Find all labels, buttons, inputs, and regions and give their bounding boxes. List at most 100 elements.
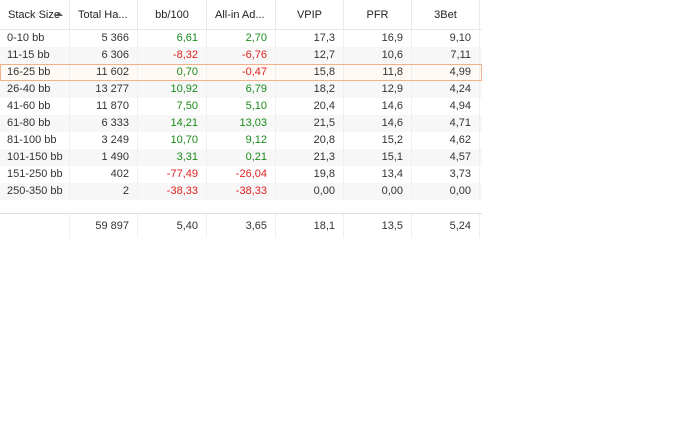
row-filler xyxy=(480,149,482,166)
bb100-cell: 0,70 xyxy=(138,64,207,81)
totals-separator xyxy=(0,200,482,214)
column-header-allin-adj[interactable]: All-in Ad... xyxy=(207,0,276,29)
total-hands-cell: 1 490 xyxy=(70,149,138,166)
pfr-cell: 13,4 xyxy=(344,166,412,183)
column-header-3bet[interactable]: 3Bet xyxy=(412,0,480,29)
stack-size-cell: 101-150 bb xyxy=(0,149,70,166)
allin-adj-cell: -6,76 xyxy=(207,47,276,64)
stack-size-cell: 81-100 bb xyxy=(0,132,70,149)
allin-adj-cell: 0,21 xyxy=(207,149,276,166)
column-header-label: Total Ha... xyxy=(78,8,128,21)
stack-size-cell: 11-15 bb xyxy=(0,47,70,64)
3bet-cell: 4,71 xyxy=(412,115,480,132)
vpip-cell: 20,8 xyxy=(276,132,344,149)
pfr-cell: 10,6 xyxy=(344,47,412,64)
total-hands-cell: 6 306 xyxy=(70,47,138,64)
pfr-cell: 14,6 xyxy=(344,98,412,115)
pfr-cell: 14,6 xyxy=(344,115,412,132)
3bet-cell: 4,99 xyxy=(412,64,480,81)
table-row[interactable]: 250-350 bb 2 -38,33 -38,33 0,00 0,00 0,00 xyxy=(0,183,482,200)
vpip-cell: 0,00 xyxy=(276,183,344,200)
table-row[interactable]: 26-40 bb 13 277 10,92 6,79 18,2 12,9 4,24 xyxy=(0,81,482,98)
column-header-label: PFR xyxy=(366,8,389,21)
totals-stack-cell xyxy=(0,214,70,238)
table-row[interactable]: 101-150 bb 1 490 3,31 0,21 21,3 15,1 4,57 xyxy=(0,149,482,166)
totals-allin-cell: 3,65 xyxy=(207,214,276,238)
vpip-cell: 18,2 xyxy=(276,81,344,98)
column-header-pfr[interactable]: PFR xyxy=(344,0,412,29)
column-header-label: VPIP xyxy=(296,8,323,21)
table-row[interactable]: 41-60 bb 11 870 7,50 5,10 20,4 14,6 4,94 xyxy=(0,98,482,115)
3bet-cell: 9,10 xyxy=(412,30,480,47)
bb100-cell: 14,21 xyxy=(138,115,207,132)
column-header-vpip[interactable]: VPIP xyxy=(276,0,344,29)
allin-adj-cell: 5,10 xyxy=(207,98,276,115)
totals-hands-cell: 59 897 xyxy=(70,214,138,238)
row-filler xyxy=(480,81,482,98)
stack-size-cell: 151-250 bb xyxy=(0,166,70,183)
allin-adj-cell: 13,03 xyxy=(207,115,276,132)
vpip-cell: 20,4 xyxy=(276,98,344,115)
table-row[interactable]: 11-15 bb 6 306 -8,32 -6,76 12,7 10,6 7,11 xyxy=(0,47,482,64)
row-filler xyxy=(480,30,482,47)
3bet-cell: 4,24 xyxy=(412,81,480,98)
column-header-filler xyxy=(480,0,482,29)
row-filler xyxy=(480,166,482,183)
total-hands-cell: 5 366 xyxy=(70,30,138,47)
table-row[interactable]: 16-25 bb 11 602 0,70 -0,47 15,8 11,8 4,99 xyxy=(0,64,482,81)
table-row[interactable]: 61-80 bb 6 333 14,21 13,03 21,5 14,6 4,71 xyxy=(0,115,482,132)
total-hands-cell: 2 xyxy=(70,183,138,200)
row-filler xyxy=(480,183,482,200)
bb100-cell: -77,49 xyxy=(138,166,207,183)
pfr-cell: 12,9 xyxy=(344,81,412,98)
3bet-cell: 4,57 xyxy=(412,149,480,166)
allin-adj-cell: -38,33 xyxy=(207,183,276,200)
column-header-row: Stack Size Total Ha... bb/100 All-in Ad.… xyxy=(0,0,482,30)
pfr-cell: 11,8 xyxy=(344,64,412,81)
vpip-cell: 17,3 xyxy=(276,30,344,47)
table-body: 0-10 bb 5 366 6,61 2,70 17,3 16,9 9,10 11-15 bb… xyxy=(0,30,482,200)
3bet-cell: 4,62 xyxy=(412,132,480,149)
total-hands-cell: 11 602 xyxy=(70,64,138,81)
total-hands-cell: 3 249 xyxy=(70,132,138,149)
stack-size-cell: 250-350 bb xyxy=(0,183,70,200)
allin-adj-cell: 6,79 xyxy=(207,81,276,98)
bb100-cell: -8,32 xyxy=(138,47,207,64)
vpip-cell: 12,7 xyxy=(276,47,344,64)
row-filler xyxy=(480,64,482,81)
column-header-label: 3Bet xyxy=(434,8,457,21)
column-header-bb100[interactable]: bb/100 xyxy=(138,0,207,29)
bb100-cell: -38,33 xyxy=(138,183,207,200)
vpip-cell: 21,5 xyxy=(276,115,344,132)
stats-grid: Stack Size Total Ha... bb/100 All-in Ad.… xyxy=(0,0,482,238)
3bet-cell: 7,11 xyxy=(412,47,480,64)
total-hands-cell: 11 870 xyxy=(70,98,138,115)
bb100-cell: 7,50 xyxy=(138,98,207,115)
stack-size-cell: 41-60 bb xyxy=(0,98,70,115)
column-header-label: Stack Size xyxy=(8,8,60,21)
vpip-cell: 19,8 xyxy=(276,166,344,183)
pfr-cell: 15,2 xyxy=(344,132,412,149)
bb100-cell: 6,61 xyxy=(138,30,207,47)
stack-size-cell: 0-10 bb xyxy=(0,30,70,47)
allin-adj-cell: -0,47 xyxy=(207,64,276,81)
bb100-cell: 10,92 xyxy=(138,81,207,98)
pfr-cell: 16,9 xyxy=(344,30,412,47)
total-hands-cell: 6 333 xyxy=(70,115,138,132)
totals-row: 59 897 5,40 3,65 18,1 13,5 5,24 xyxy=(0,214,482,238)
column-header-stack-size[interactable]: Stack Size xyxy=(0,0,70,29)
total-hands-cell: 13 277 xyxy=(70,81,138,98)
stack-size-cell: 61-80 bb xyxy=(0,115,70,132)
pfr-cell: 15,1 xyxy=(344,149,412,166)
totals-vpip-cell: 18,1 xyxy=(276,214,344,238)
table-row[interactable]: 151-250 bb 402 -77,49 -26,04 19,8 13,4 3,73 xyxy=(0,166,482,183)
row-filler xyxy=(480,132,482,149)
stack-size-cell: 26-40 bb xyxy=(0,81,70,98)
allin-adj-cell: 9,12 xyxy=(207,132,276,149)
row-filler xyxy=(480,115,482,132)
column-header-total-hands[interactable]: Total Ha... xyxy=(70,0,138,29)
column-header-label: All-in Ad... xyxy=(215,8,265,21)
table-row[interactable]: 81-100 bb 3 249 10,70 9,12 20,8 15,2 4,62 xyxy=(0,132,482,149)
table-row[interactable]: 0-10 bb 5 366 6,61 2,70 17,3 16,9 9,10 xyxy=(0,30,482,47)
column-header-label: bb/100 xyxy=(155,8,189,21)
